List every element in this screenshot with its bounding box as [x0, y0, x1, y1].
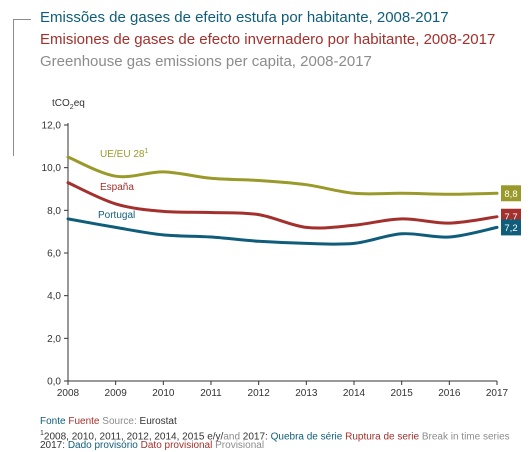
title-spanish: Emisiones de gases de efecto invernadero… — [40, 31, 496, 48]
source-label-pt: Fonte — [40, 416, 66, 427]
y-axis-unit-main: tCO — [52, 98, 70, 109]
series-name-spain: España — [100, 182, 134, 193]
series-line-portugal — [66, 217, 499, 246]
series-labels: UE/EU 281 8,8 España 7,7 Portugal 7,2 — [98, 148, 521, 236]
y-tick-label: 0,0 — [47, 377, 61, 388]
y-tick-label: 12,0 — [42, 121, 62, 132]
x-tick-label: 2009 — [105, 388, 128, 399]
series-name-portugal: Portugal — [98, 210, 135, 221]
note-superscript: 1 — [40, 430, 44, 437]
note-2017: 2017: — [242, 431, 268, 443]
end-value-label-spain: 7,7 — [504, 212, 517, 223]
footer-break-note: 12008, 2010, 2011, 2012, 2014, 2015 e/y/… — [40, 428, 510, 443]
note-and: and — [223, 431, 241, 443]
x-tick-label: 2017 — [486, 388, 509, 399]
x-tick-label: 2012 — [248, 388, 271, 399]
axes: 0,0 2,0 4,0 6,0 8,0 10,0 12,0 2008 2009 2010 2011 2… — [42, 121, 509, 400]
frame-corner-top — [13, 19, 31, 20]
y-tick-label: 6,0 — [47, 249, 61, 260]
x-tick-label: 2014 — [343, 388, 366, 399]
end-value-label-portugal: 7,2 — [504, 223, 517, 234]
source-label-es: Fuente — [68, 416, 100, 427]
x-tick-label: 2010 — [152, 388, 175, 399]
x-tick-label: 2013 — [295, 388, 318, 399]
x-tick-label: 2015 — [391, 388, 414, 399]
title-portuguese: Emissões de gases de efeito estufa por h… — [40, 9, 449, 26]
y-tick-label: 10,0 — [42, 163, 62, 174]
break-label-es: Ruptura de serie — [345, 431, 420, 443]
series-name-eu: UE/EU 281 — [100, 148, 148, 160]
series-line-eu — [66, 155, 499, 196]
frame-corner-left — [13, 19, 14, 156]
note-years: 2008, 2010, 2011, 2012, 2014, 2015 e/y/ — [43, 431, 224, 443]
break-label-en: Break in time series — [421, 431, 510, 443]
series-line-spain — [66, 181, 499, 230]
y-tick-label: 2,0 — [47, 334, 61, 345]
end-value-label-eu: 8,8 — [504, 189, 517, 200]
end-value-badge-eu — [501, 185, 521, 202]
source-value: Eurostat — [139, 416, 177, 427]
y-axis-unit-sub: 2 — [70, 104, 74, 111]
y-tick-label: 4,0 — [47, 291, 61, 302]
series-lines — [66, 155, 499, 246]
footer-source: Fonte Fuente Source: Eurostat — [40, 416, 177, 428]
title-english: Greenhouse gas emissions per capita, 200… — [40, 53, 372, 70]
provisional-label-pt: Dado provisório — [67, 440, 138, 451]
provisional-label-es: Dato provisional — [140, 440, 213, 451]
x-tick-label: 2016 — [438, 388, 461, 399]
footer-provisional-note: 2017: Dado provisório Dato provisional P… — [40, 440, 264, 452]
provisional-label-en: Provisional — [215, 440, 265, 451]
x-tick-label: 2008 — [57, 388, 80, 399]
provisional-year: 2017: — [40, 440, 66, 451]
x-tick-label: 2011 — [200, 388, 222, 399]
y-axis-unit-label: tCO2eq — [52, 98, 85, 111]
y-axis-unit-end: eq — [74, 98, 85, 109]
y-tick-label: 8,0 — [47, 206, 61, 217]
break-label-pt: Quebra de série — [270, 431, 343, 443]
end-value-badge-portugal — [501, 219, 521, 236]
source-label-en: Source: — [102, 416, 137, 427]
